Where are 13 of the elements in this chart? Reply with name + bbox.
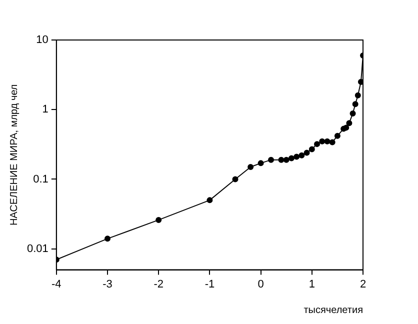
x-tick-label: 2 — [360, 278, 366, 290]
y-tick-label: 0.1 — [33, 173, 48, 186]
x-tick-label: 1 — [308, 278, 315, 290]
y-tick-label: 1 — [42, 104, 48, 116]
y-axis-title: НАСЕЛЕНИЕ МИРА, млрд чел — [8, 84, 20, 226]
y-tick-label: 0.01 — [26, 242, 48, 255]
x-axis-title: тысячелетия — [304, 304, 363, 316]
x-tick-label: 0 — [258, 278, 264, 290]
x-tick-label: -1 — [204, 278, 215, 290]
x-tick-label: -3 — [102, 278, 112, 290]
x-tick-label: -4 — [52, 278, 62, 290]
y-tick-label: 10 — [36, 34, 48, 46]
x-tick-label: -2 — [154, 278, 164, 290]
